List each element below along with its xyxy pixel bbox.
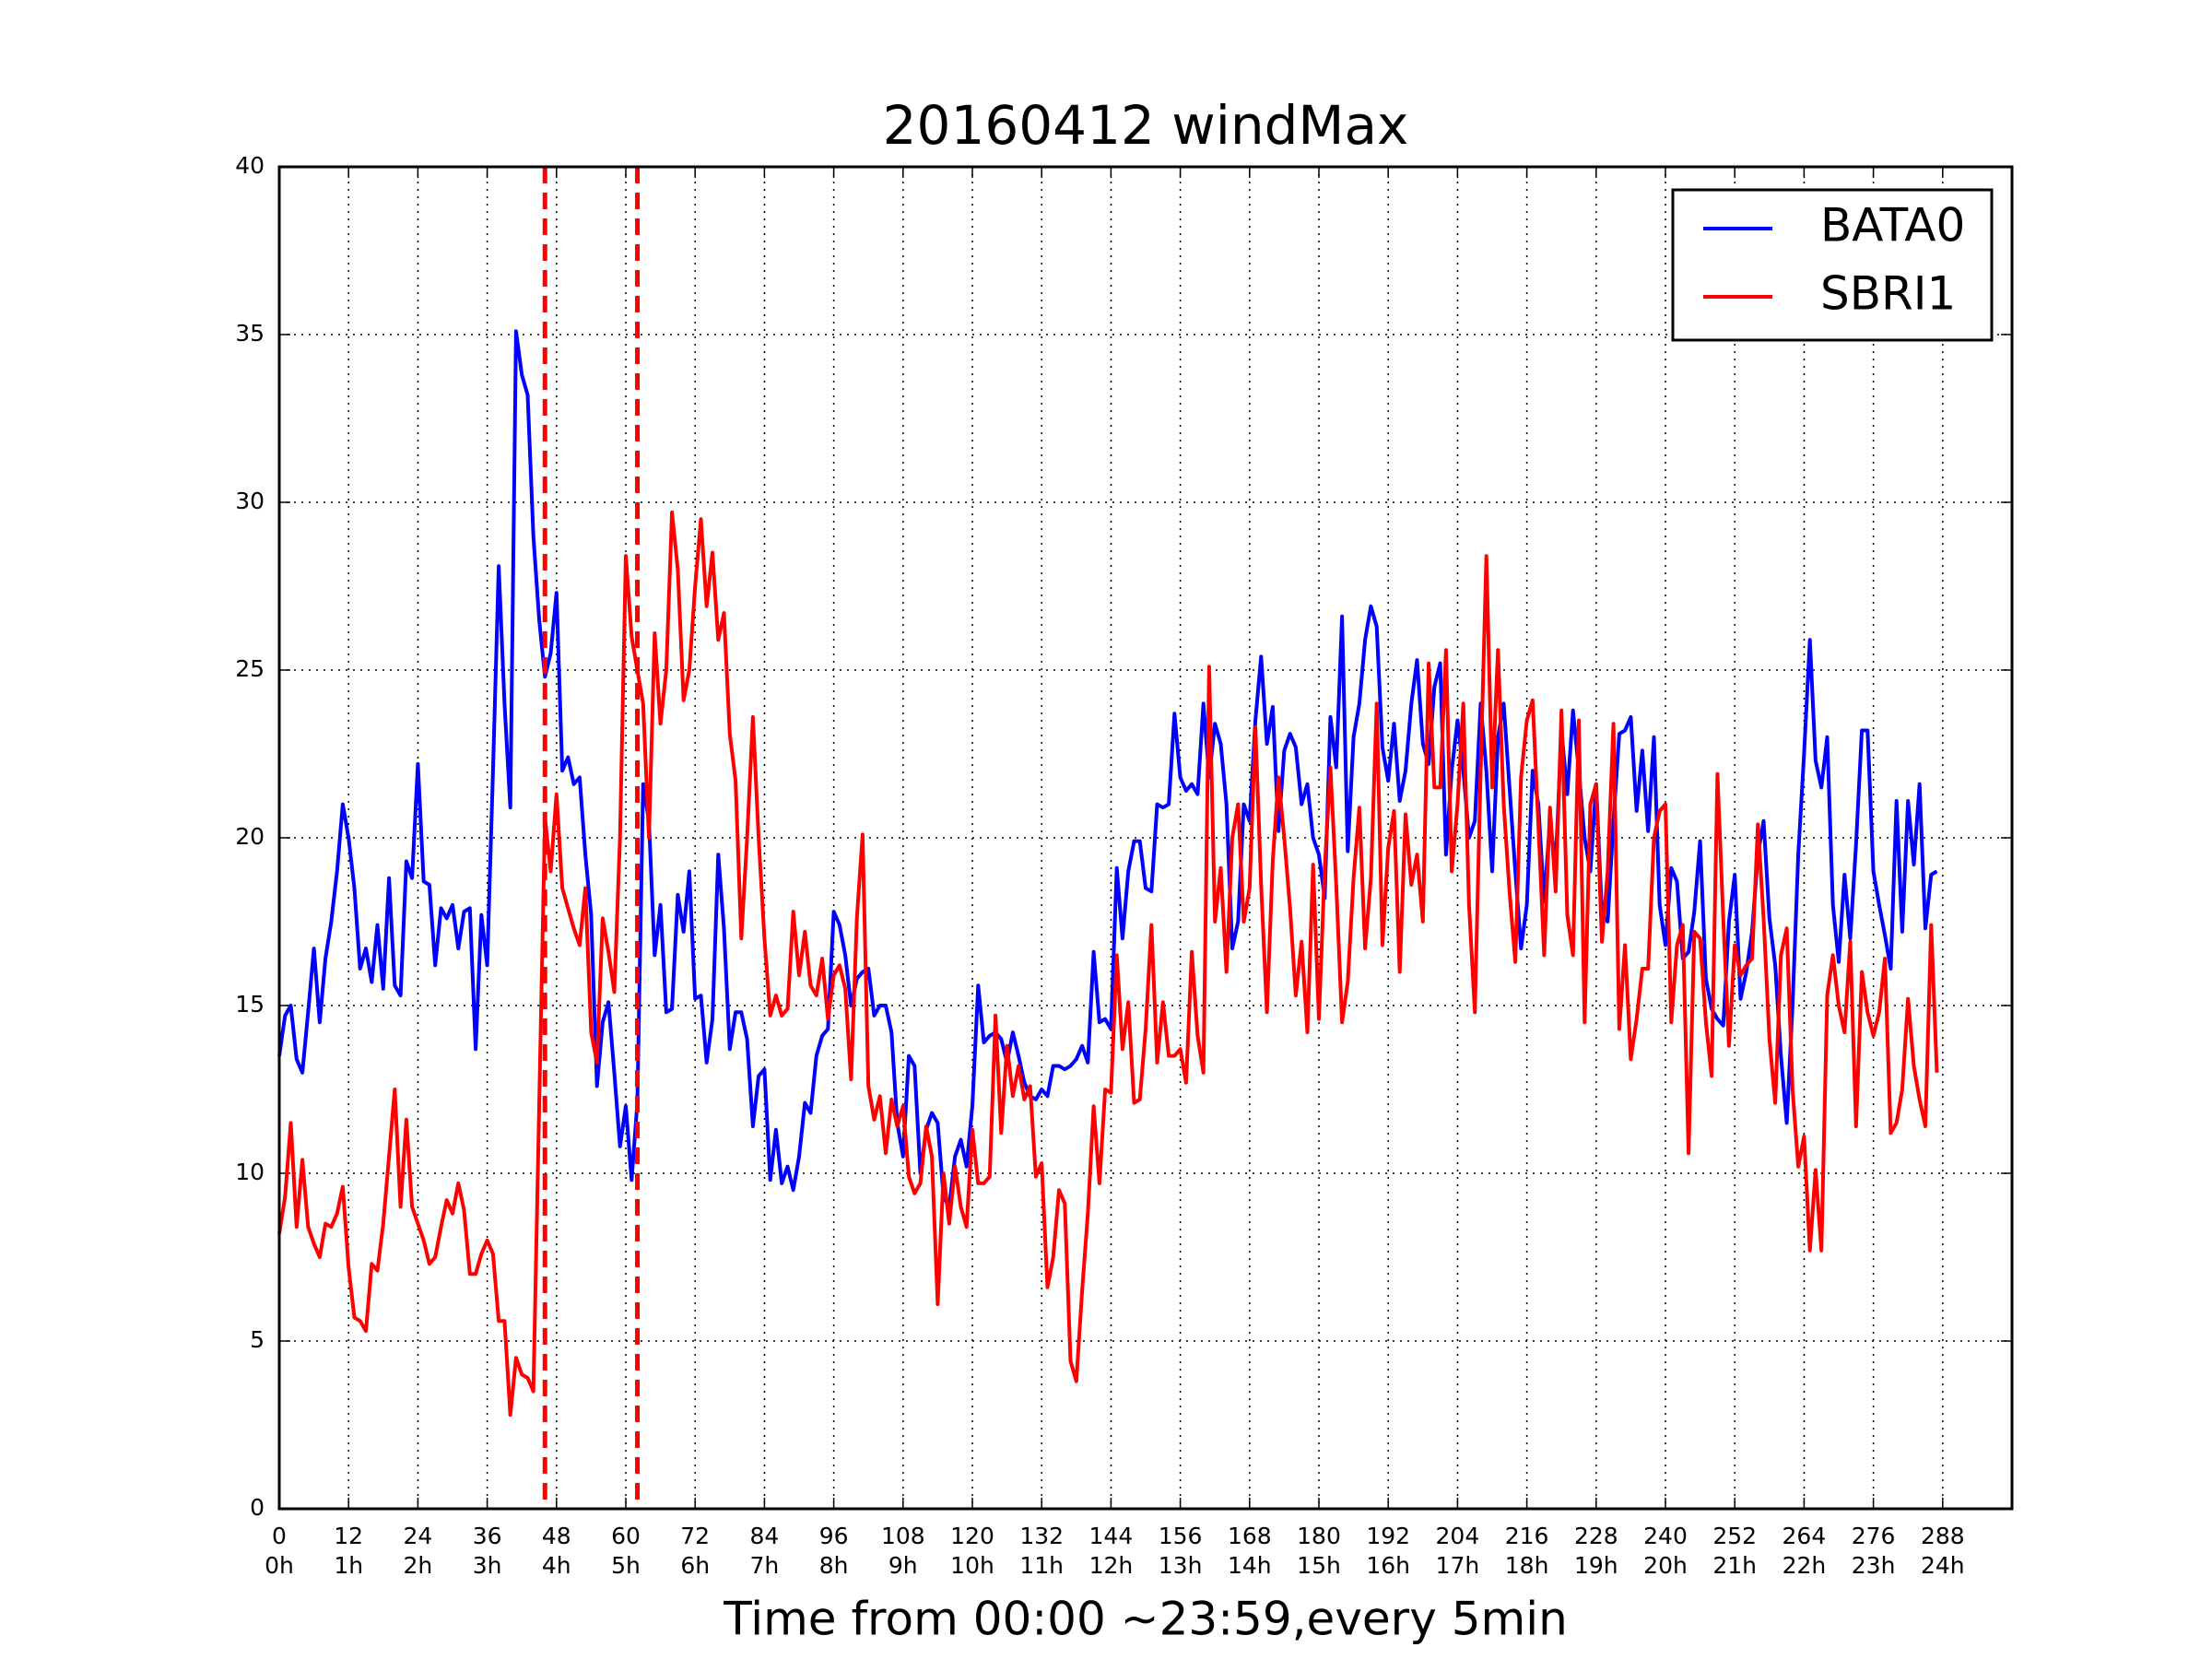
x-tick-label: 0 bbox=[272, 1523, 287, 1549]
x-tick-label: 84 bbox=[749, 1523, 779, 1549]
x-tick-sublabel: 18h bbox=[1505, 1552, 1549, 1579]
x-tick-sublabel: 24h bbox=[1921, 1552, 1965, 1579]
y-tick-label: 40 bbox=[235, 152, 265, 179]
y-tick-label: 30 bbox=[235, 488, 265, 514]
x-tick-label: 132 bbox=[1019, 1523, 1064, 1549]
x-tick-sublabel: 3h bbox=[473, 1552, 502, 1579]
x-tick-sublabel: 21h bbox=[1712, 1552, 1757, 1579]
x-tick-label: 264 bbox=[1783, 1523, 1827, 1549]
x-tick-label: 192 bbox=[1366, 1523, 1410, 1549]
x-tick-sublabel: 8h bbox=[819, 1552, 849, 1579]
x-tick-sublabel: 19h bbox=[1574, 1552, 1618, 1579]
x-tick-sublabel: 7h bbox=[750, 1552, 780, 1579]
x-tick-label: 72 bbox=[680, 1523, 710, 1549]
y-tick-label: 25 bbox=[235, 655, 265, 682]
plot-frame bbox=[277, 165, 2014, 1511]
legend-label: SBRI1 bbox=[1820, 267, 1956, 321]
x-tick-sublabel: 16h bbox=[1366, 1552, 1410, 1579]
x-tick-sublabel: 23h bbox=[1852, 1552, 1896, 1579]
x-tick-label: 24 bbox=[403, 1523, 432, 1549]
series-line bbox=[277, 329, 1938, 1209]
chart-title: 20160412 windMax bbox=[883, 94, 1409, 157]
x-tick-sublabel: 11h bbox=[1019, 1552, 1064, 1579]
y-tick-label: 20 bbox=[235, 823, 265, 850]
x-tick-sublabel: 10h bbox=[950, 1552, 994, 1579]
legend-box bbox=[1671, 188, 1994, 342]
x-tick-label: 252 bbox=[1712, 1523, 1757, 1549]
legend-label: BATA0 bbox=[1820, 199, 1965, 253]
x-tick-label: 12 bbox=[334, 1523, 363, 1549]
x-tick-label: 168 bbox=[1228, 1523, 1272, 1549]
x-tick-sublabel: 0h bbox=[265, 1552, 294, 1579]
x-tick-sublabel: 9h bbox=[888, 1552, 918, 1579]
x-tick-sublabel: 15h bbox=[1297, 1552, 1341, 1579]
y-tick-label: 15 bbox=[235, 991, 265, 1018]
y-tick-label: 5 bbox=[250, 1326, 265, 1353]
y-tick-label: 0 bbox=[250, 1494, 265, 1521]
x-tick-label: 204 bbox=[1436, 1523, 1480, 1549]
x-tick-sublabel: 1h bbox=[334, 1552, 363, 1579]
x-tick-sublabel: 2h bbox=[404, 1552, 433, 1579]
x-tick-label: 96 bbox=[819, 1523, 849, 1549]
x-tick-label: 276 bbox=[1852, 1523, 1896, 1549]
x-tick-label: 60 bbox=[611, 1523, 641, 1549]
x-tick-label: 144 bbox=[1089, 1523, 1134, 1549]
x-tick-sublabel: 14h bbox=[1228, 1552, 1272, 1579]
x-tick-sublabel: 13h bbox=[1159, 1552, 1203, 1579]
x-tick-label: 240 bbox=[1643, 1523, 1688, 1549]
x-axis-label: Time from 00:00 ~23:59,every 5min bbox=[723, 1593, 1568, 1646]
x-tick-label: 288 bbox=[1921, 1523, 1965, 1549]
x-tick-label: 156 bbox=[1159, 1523, 1203, 1549]
series-line bbox=[277, 510, 1939, 1418]
x-tick-sublabel: 12h bbox=[1089, 1552, 1134, 1579]
x-tick-label: 36 bbox=[473, 1523, 502, 1549]
x-tick-label: 48 bbox=[542, 1523, 571, 1549]
x-tick-sublabel: 4h bbox=[542, 1552, 571, 1579]
x-tick-label: 120 bbox=[950, 1523, 994, 1549]
x-tick-label: 108 bbox=[881, 1523, 925, 1549]
x-tick-label: 216 bbox=[1505, 1523, 1549, 1549]
x-tick-sublabel: 22h bbox=[1783, 1552, 1827, 1579]
x-tick-sublabel: 6h bbox=[680, 1552, 710, 1579]
y-tick-label: 10 bbox=[235, 1159, 265, 1185]
x-tick-label: 180 bbox=[1297, 1523, 1341, 1549]
x-tick-sublabel: 20h bbox=[1643, 1552, 1688, 1579]
x-tick-label: 228 bbox=[1574, 1523, 1618, 1549]
x-tick-sublabel: 17h bbox=[1436, 1552, 1480, 1579]
x-tick-sublabel: 5h bbox=[611, 1552, 641, 1579]
y-tick-label: 35 bbox=[235, 320, 265, 347]
